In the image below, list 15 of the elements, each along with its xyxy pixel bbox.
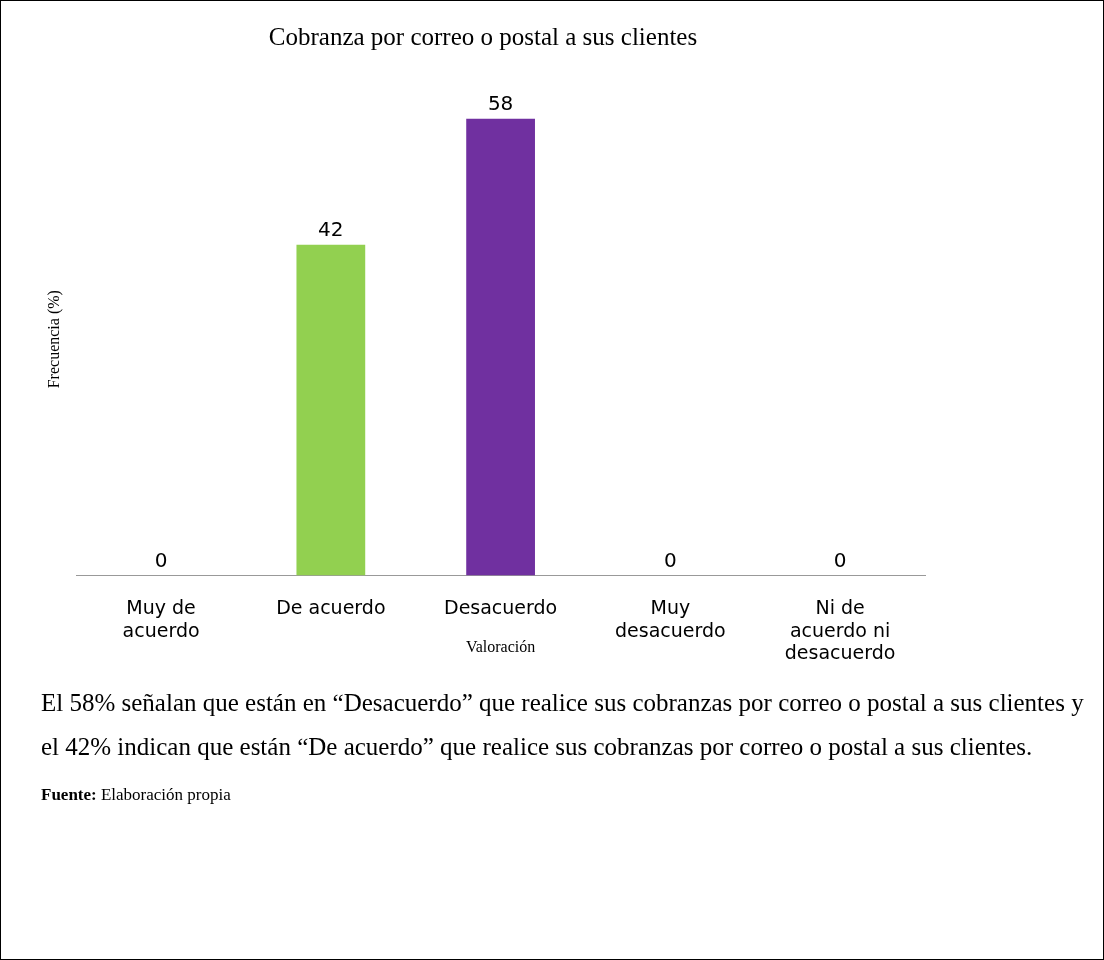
x-tick-label: Desacuerdo [444, 595, 558, 618]
chart-title: Cobranza por correo o postal a sus clientes [268, 22, 698, 50]
x-tick-label: Muy de acuerdo [122, 595, 200, 641]
data-label: 58 [487, 90, 514, 115]
data-label: 0 [154, 547, 168, 572]
x-tick-label: Ni de acuerdo ni desacuerdo [784, 595, 896, 664]
source-note: Fuente: Elaboración propia [41, 784, 232, 806]
x-axis-title: Valoración [465, 637, 536, 655]
data-label: 0 [663, 547, 677, 572]
y-axis-title: Frecuencia (%) [44, 290, 63, 389]
x-tick-label: Muy desacuerdo [615, 595, 726, 641]
data-label: 42 [318, 216, 344, 241]
data-label: 0 [833, 547, 847, 572]
x-tick-label: De acuerdo [276, 595, 386, 618]
text: El 58% señalan que están en “Desacuerdo” que realice sus cobranzas por correo o postal a sus clientes y el 42% indican que están “De acuerdo” que realice sus cobranzas por correo o postal a sus clientes. [41, 688, 1085, 762]
